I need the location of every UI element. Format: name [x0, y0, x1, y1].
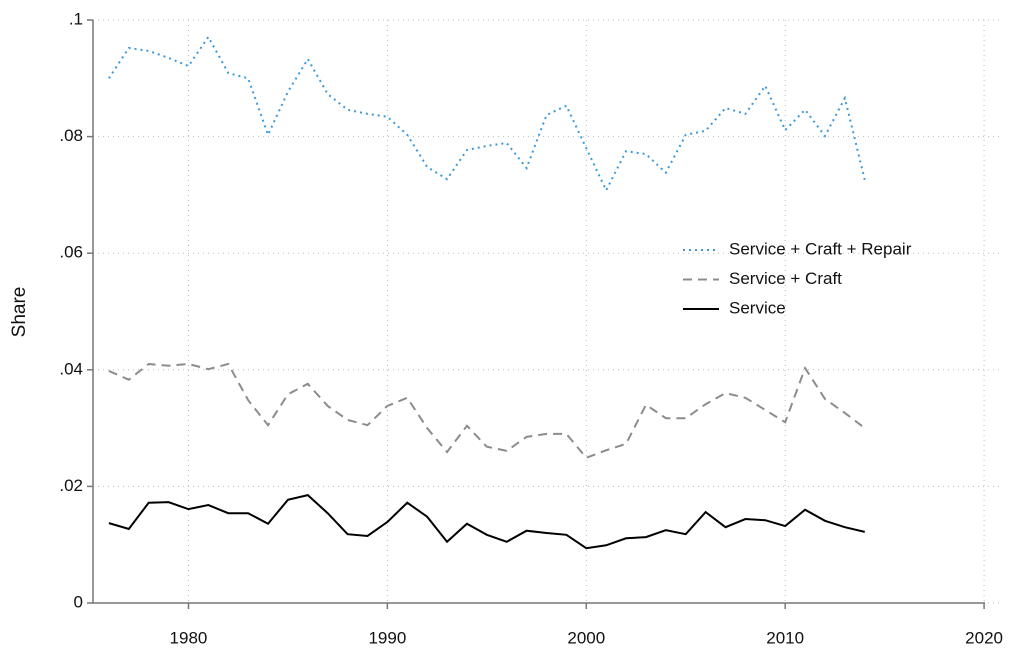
series-line [108, 34, 866, 193]
x-tick-label: 2020 [965, 628, 1003, 647]
y-tick-label: .06 [59, 243, 83, 262]
legend-label: Service [729, 298, 786, 317]
legend-label: Service + Craft [729, 269, 842, 288]
y-tick-label: .1 [69, 9, 83, 28]
y-axis-label: Share [9, 287, 30, 338]
x-tick-label: 1980 [170, 628, 208, 647]
y-tick-label: .02 [59, 476, 83, 495]
y-tick-label: .04 [59, 359, 83, 378]
x-tick-label: 1990 [368, 628, 406, 647]
x-tick-label: 2000 [567, 628, 605, 647]
series-line [108, 362, 866, 460]
x-tick-label: 2010 [766, 628, 804, 647]
y-tick-label: .08 [59, 126, 83, 145]
series-line [108, 494, 865, 550]
y-tick-label: 0 [74, 592, 83, 611]
legend-label: Service + Craft + Repair [729, 239, 912, 258]
